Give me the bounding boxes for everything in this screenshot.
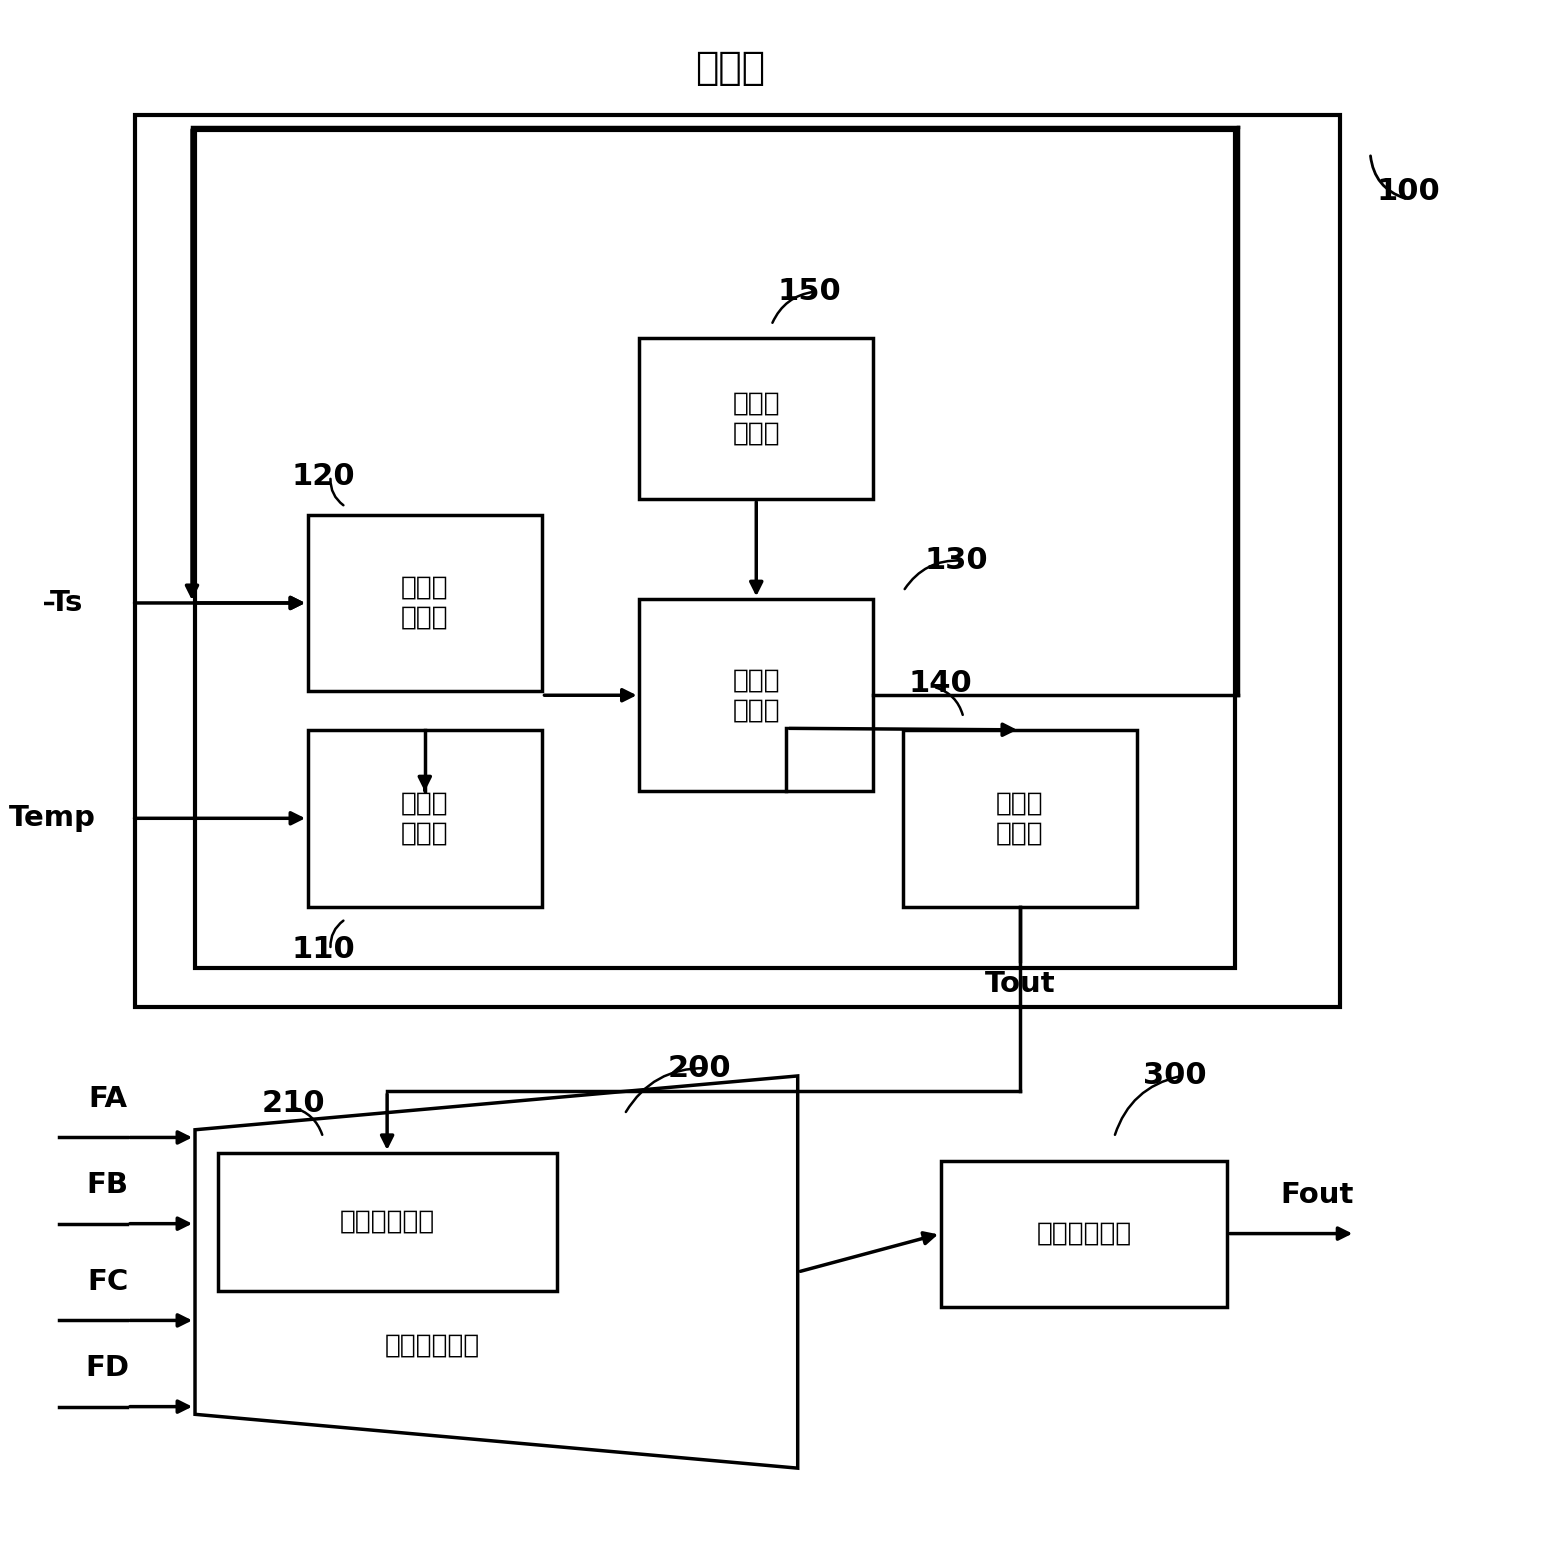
Text: FB: FB [87,1172,129,1200]
Text: Tout: Tout [985,970,1055,998]
Text: 100: 100 [1376,177,1440,206]
Text: 210: 210 [262,1090,324,1117]
Text: 110: 110 [291,936,355,964]
Bar [904,729,1137,906]
Text: Fout: Fout [1281,1181,1354,1209]
Text: 140: 140 [908,669,972,698]
Bar [134,115,1340,1007]
Bar [308,729,542,906]
Text: 第一存
储模块: 第一存 储模块 [732,391,781,447]
Text: 第一存储模块: 第一存储模块 [340,1209,435,1235]
Text: 200: 200 [668,1054,732,1083]
Bar [639,599,872,792]
Text: 状态输
出模块: 状态输 出模块 [996,790,1044,846]
Text: Temp: Temp [8,804,95,832]
Text: 状态判
断模块: 状态判 断模块 [732,667,781,723]
Text: 120: 120 [291,461,355,490]
Polygon shape [195,1076,798,1468]
Text: FC: FC [87,1268,128,1296]
Text: 帧频选择单元: 帧频选择单元 [385,1332,480,1358]
Bar [941,1161,1228,1307]
Text: 温度检
测模块: 温度检 测模块 [400,790,449,846]
Text: FD: FD [86,1355,129,1383]
Text: 150: 150 [777,276,841,306]
Text: 130: 130 [924,546,988,576]
Text: Ts: Ts [50,588,84,618]
Text: 状态机: 状态机 [695,50,765,87]
Text: 帧频输出单元: 帧频输出单元 [1036,1220,1131,1246]
Bar [308,515,542,691]
Text: 状态记
录模块: 状态记 录模块 [400,574,449,632]
Bar [195,130,1234,968]
Text: FA: FA [89,1085,128,1113]
Text: 300: 300 [1142,1062,1206,1091]
Bar [218,1153,556,1291]
Bar [639,338,872,500]
